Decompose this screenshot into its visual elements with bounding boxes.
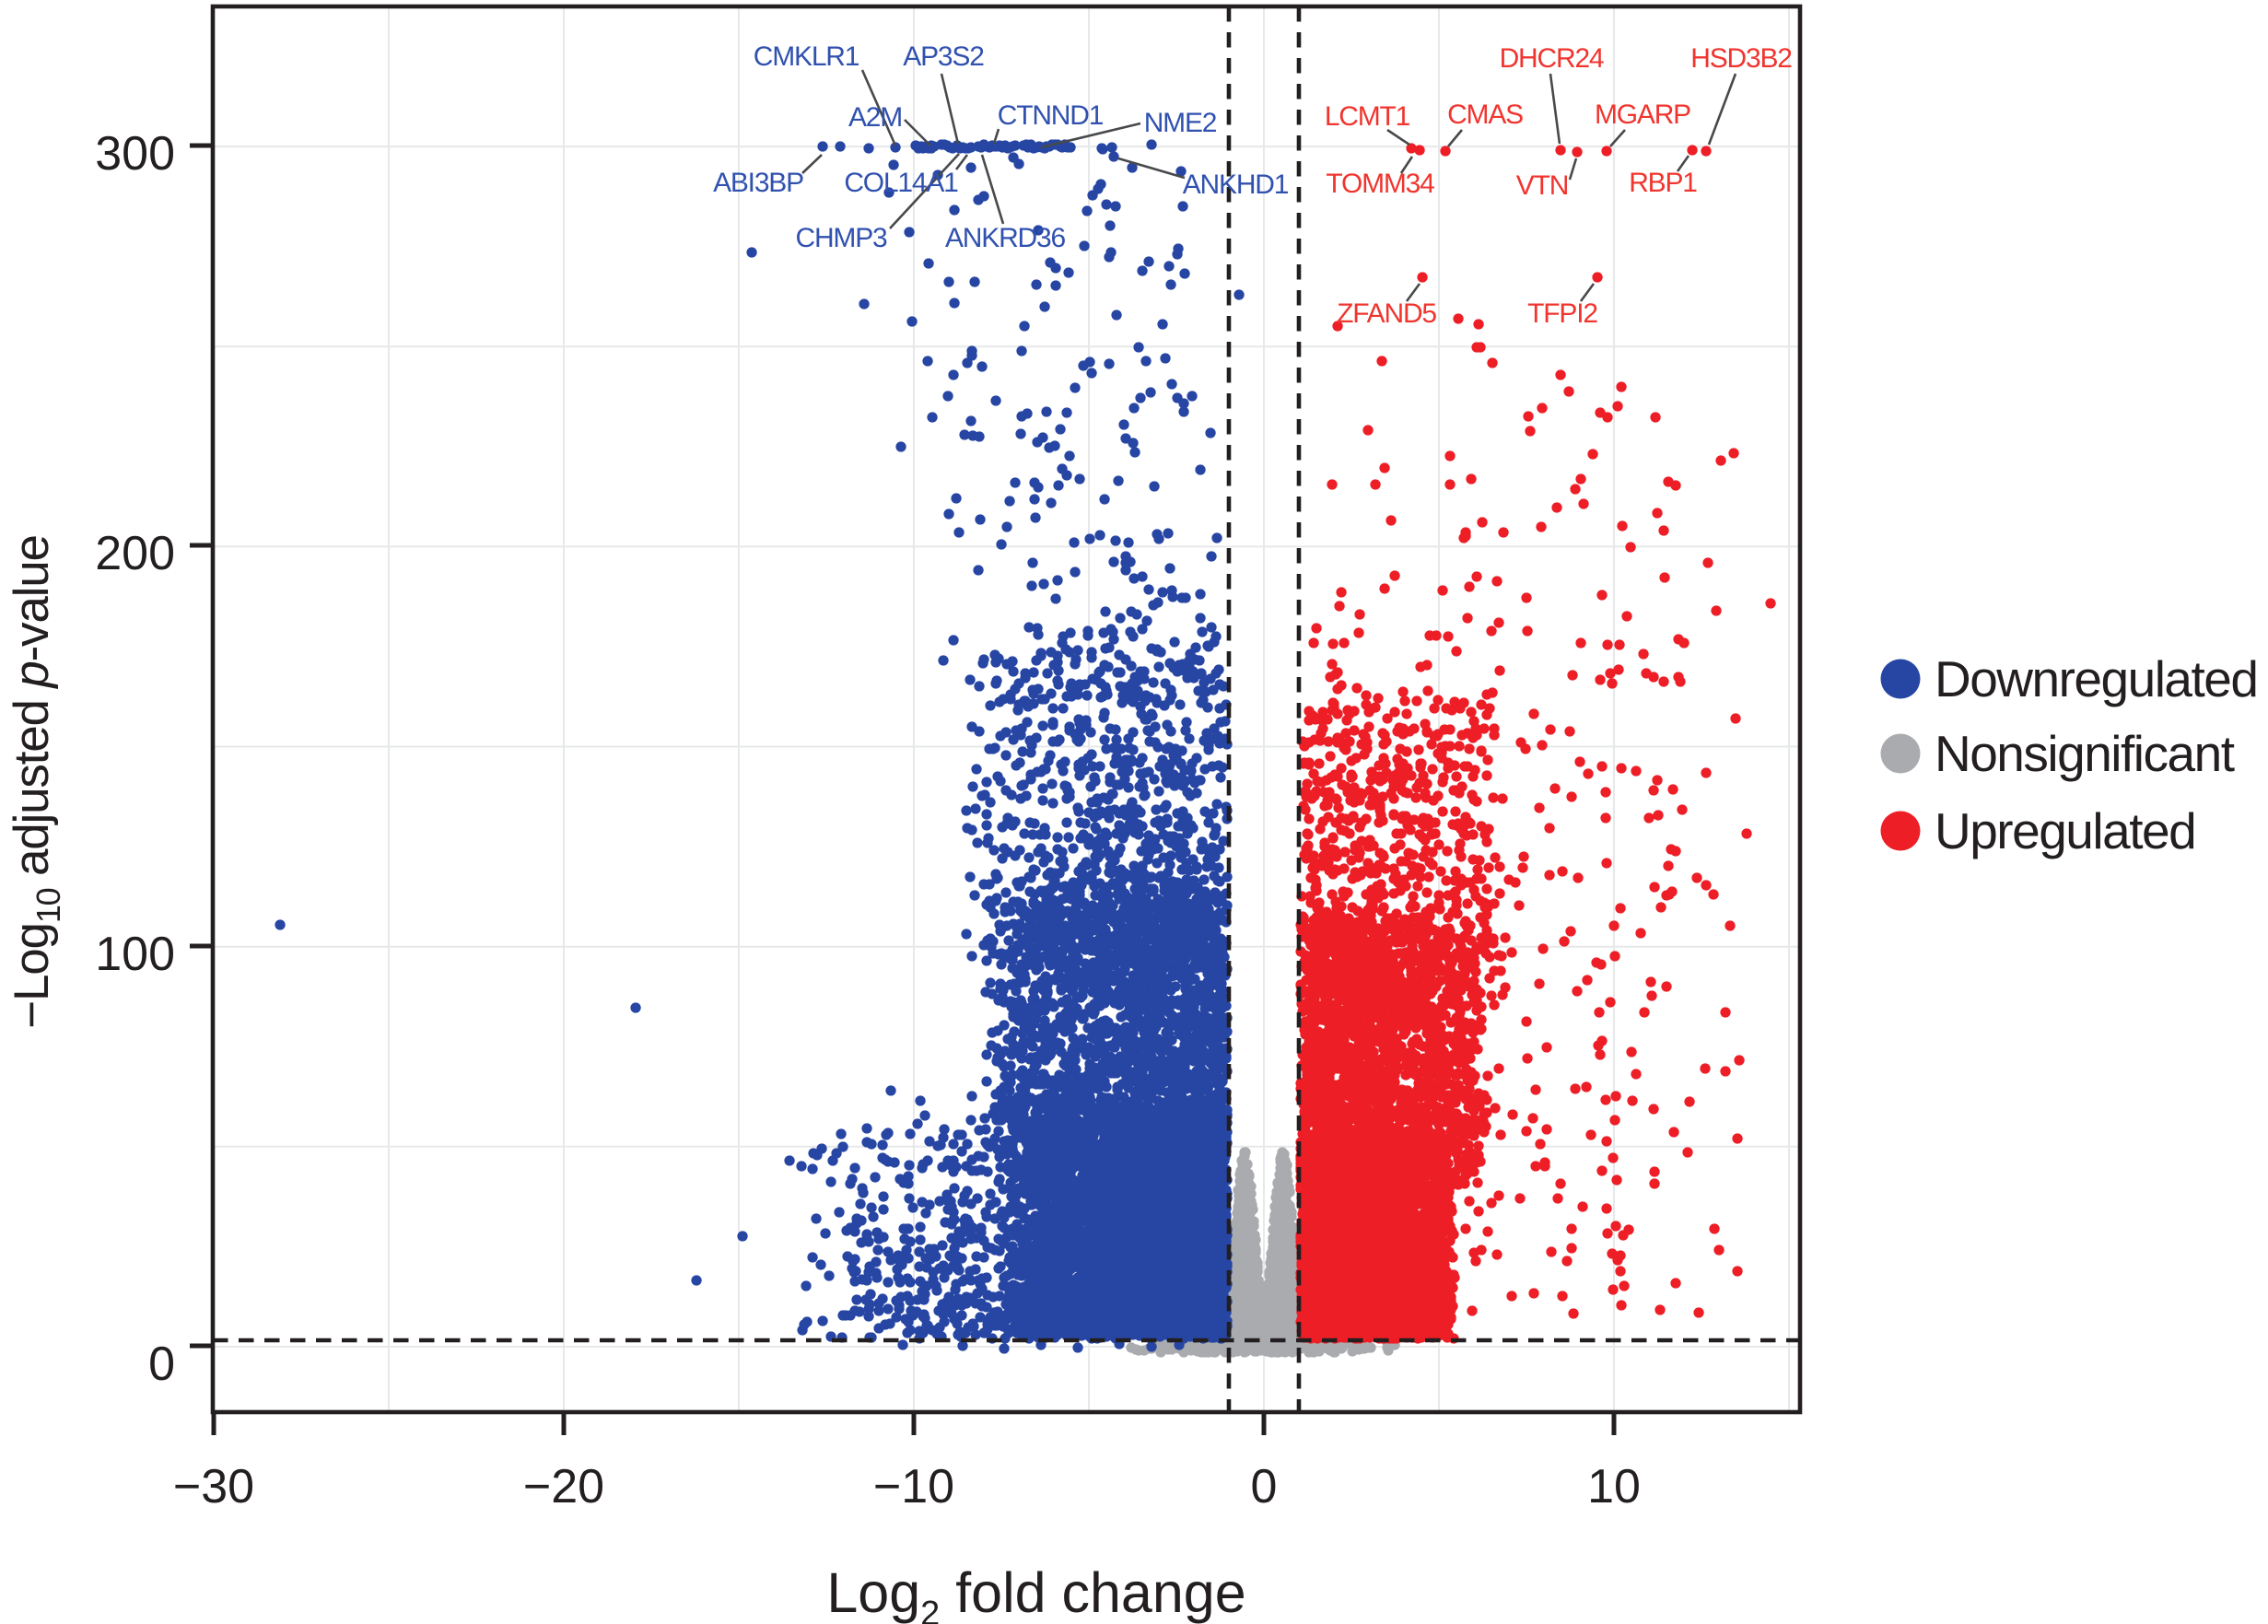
svg-text:COL14A1: COL14A1 <box>844 168 958 198</box>
svg-text:ANKRD36: ANKRD36 <box>945 223 1065 253</box>
svg-text:VTN: VTN <box>1516 170 1568 201</box>
svg-text:TFPI2: TFPI2 <box>1527 298 1597 329</box>
svg-text:CMKLR1: CMKLR1 <box>754 41 859 72</box>
svg-text:HSD3B2: HSD3B2 <box>1690 43 1792 74</box>
svg-text:CTNND1: CTNND1 <box>998 100 1104 131</box>
svg-text:ZFAND5: ZFAND5 <box>1337 298 1436 329</box>
svg-text:Downregulated: Downregulated <box>1935 650 2257 707</box>
svg-text:0: 0 <box>1251 1460 1278 1513</box>
svg-text:Upregulated: Upregulated <box>1935 802 2195 859</box>
svg-text:CHMP3: CHMP3 <box>795 223 887 253</box>
svg-text:ANKHD1: ANKHD1 <box>1183 169 1289 200</box>
svg-text:A2M: A2M <box>848 102 902 133</box>
svg-text:TOMM34: TOMM34 <box>1326 169 1434 199</box>
svg-text:−Log10 adjusted p-value: −Log10 adjusted p-value <box>5 535 67 1029</box>
svg-text:LCMT1: LCMT1 <box>1325 101 1410 132</box>
svg-text:MGARP: MGARP <box>1595 99 1690 130</box>
svg-text:−30: −30 <box>173 1460 254 1513</box>
svg-text:100: 100 <box>95 928 175 981</box>
svg-text:Nonsignificant: Nonsignificant <box>1935 725 2235 782</box>
svg-text:−20: −20 <box>523 1460 604 1513</box>
svg-text:AP3S2: AP3S2 <box>903 41 984 72</box>
svg-text:NME2: NME2 <box>1144 108 1217 138</box>
svg-text:DHCR24: DHCR24 <box>1500 43 1604 74</box>
svg-text:0: 0 <box>148 1338 175 1391</box>
svg-text:RBP1: RBP1 <box>1629 168 1697 198</box>
svg-text:200: 200 <box>95 527 175 580</box>
svg-text:CMAS: CMAS <box>1447 99 1523 130</box>
svg-text:−10: −10 <box>873 1460 954 1513</box>
svg-text:10: 10 <box>1587 1460 1641 1513</box>
svg-text:Log2 fold change: Log2 fold change <box>826 1561 1245 1624</box>
svg-text:ABI3BP: ABI3BP <box>713 168 803 198</box>
svg-text:300: 300 <box>95 127 175 181</box>
